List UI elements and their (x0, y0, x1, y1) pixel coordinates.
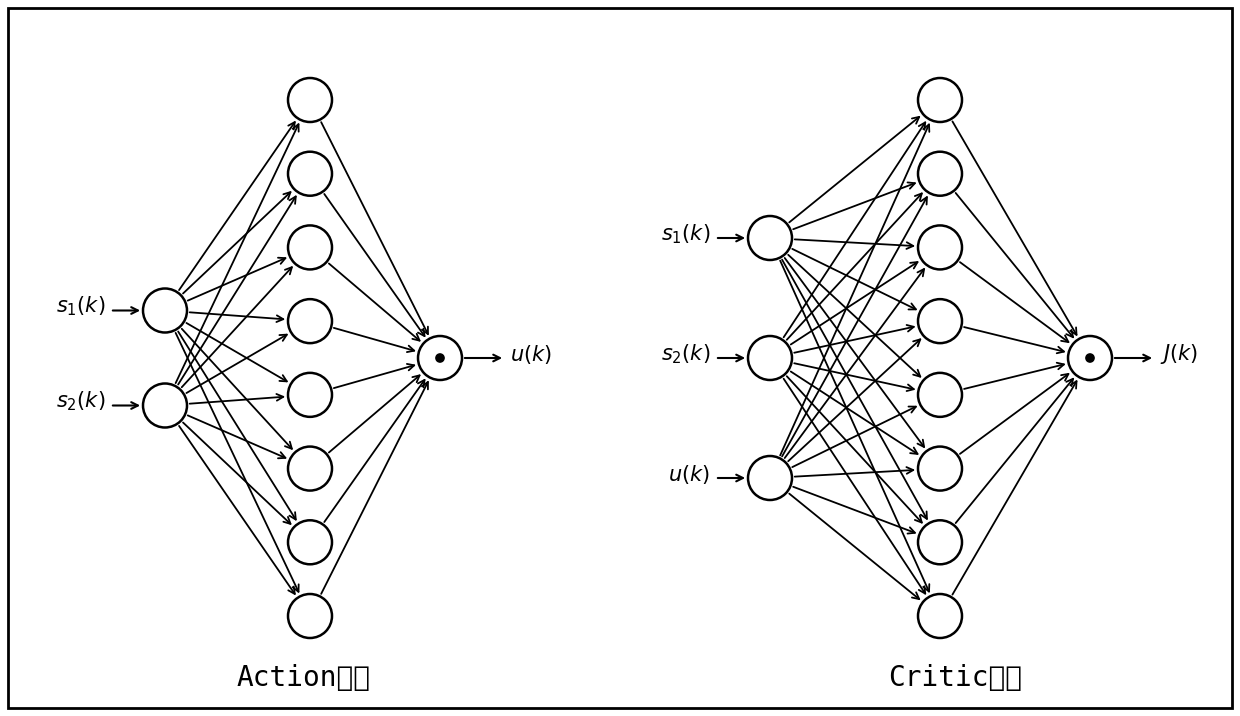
Circle shape (288, 373, 332, 417)
Text: Action网络: Action网络 (237, 664, 371, 692)
Circle shape (918, 373, 962, 417)
Circle shape (748, 216, 792, 260)
Circle shape (288, 447, 332, 490)
Text: $u(k)$: $u(k)$ (668, 463, 711, 485)
Circle shape (748, 336, 792, 380)
Text: $s_2(k)$: $s_2(k)$ (56, 390, 105, 413)
Circle shape (918, 152, 962, 195)
Circle shape (143, 384, 187, 427)
Text: $s_1(k)$: $s_1(k)$ (56, 295, 105, 319)
Circle shape (1068, 336, 1112, 380)
Circle shape (918, 594, 962, 638)
Circle shape (288, 152, 332, 195)
Text: Critic网络: Critic网络 (888, 664, 1022, 692)
Circle shape (288, 226, 332, 269)
Circle shape (748, 456, 792, 500)
Circle shape (418, 336, 463, 380)
Circle shape (288, 594, 332, 638)
Text: $s_2(k)$: $s_2(k)$ (661, 342, 711, 366)
Circle shape (288, 299, 332, 343)
Text: $J(k)$: $J(k)$ (1159, 342, 1198, 366)
Circle shape (918, 78, 962, 122)
Circle shape (918, 226, 962, 269)
Circle shape (918, 447, 962, 490)
Circle shape (918, 521, 962, 564)
Text: $s_1(k)$: $s_1(k)$ (661, 222, 711, 246)
Text: $u(k)$: $u(k)$ (510, 342, 552, 365)
Circle shape (288, 78, 332, 122)
Circle shape (288, 521, 332, 564)
Circle shape (1085, 353, 1095, 363)
Circle shape (918, 299, 962, 343)
Circle shape (435, 353, 445, 363)
Circle shape (143, 289, 187, 332)
